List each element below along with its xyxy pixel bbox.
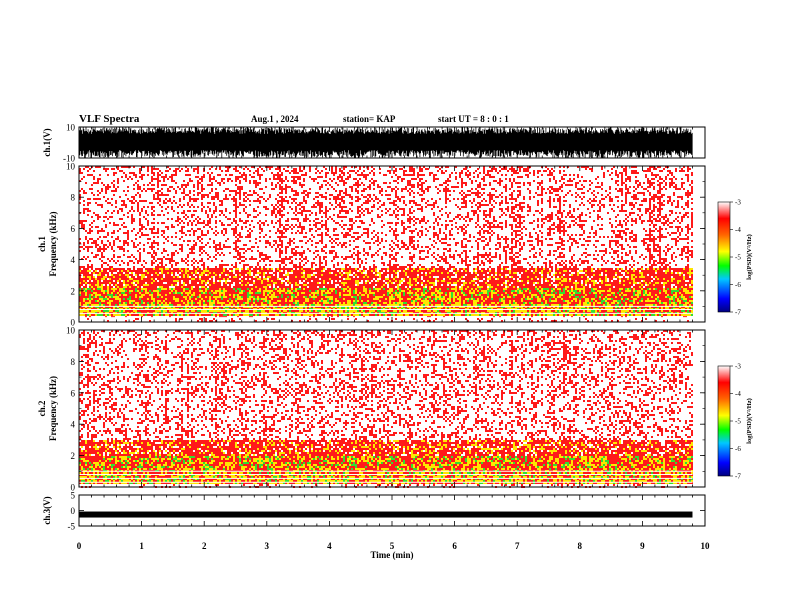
start-time-label: start UT = 8 : 0 : 1	[438, 114, 509, 124]
y-tick-label: 10	[66, 326, 76, 336]
x-tick-label: 8	[578, 541, 583, 551]
x-tick-label: 7	[515, 541, 520, 551]
y-tick-label: -5	[68, 522, 76, 532]
ch2-spectrogram-lines	[79, 470, 693, 483]
date-label: Aug.1 , 2024	[251, 114, 299, 124]
y-axis-label: ch.3(V)	[42, 496, 52, 524]
x-tick-label: 4	[327, 541, 332, 551]
colorbar-tick-label: -4	[735, 390, 741, 398]
y-tick-label: 10	[66, 162, 76, 172]
x-tick-label: 5	[390, 541, 395, 551]
colorbar-tick-label: -5	[735, 254, 741, 262]
colorbar-tick-label: -6	[735, 445, 741, 453]
station-label: station= KAP	[343, 114, 395, 124]
y-axis-label: Frequency (kHz)	[48, 211, 58, 276]
y-tick-label: 5	[71, 491, 76, 501]
x-axis-label: Time (min)	[370, 550, 413, 560]
colorbar-label: log(PSD)(V²/Hz)	[746, 398, 753, 444]
chart-title: VLF Spectra	[79, 113, 139, 125]
x-tick-label: 10	[701, 541, 711, 551]
x-tick-label: 0	[77, 541, 82, 551]
y-tick-label: 0	[71, 483, 76, 493]
x-tick-label: 6	[452, 541, 457, 551]
x-tick-label: 1	[139, 541, 144, 551]
y-tick-label: 2	[71, 451, 76, 461]
ch2-spectrogram-cells	[79, 330, 693, 488]
colorbar-tick-label: -3	[735, 363, 741, 371]
y-tick-label: 6	[71, 224, 76, 234]
y-tick-label: -10	[63, 154, 75, 164]
y-axis-label: ch.1(V)	[42, 128, 52, 156]
y-tick-label: 6	[71, 388, 76, 398]
colorbar-tick-label: -4	[735, 226, 741, 234]
ch1-waveform-series	[78, 127, 693, 158]
colorbar-1	[717, 201, 731, 313]
ch3-waveform-series	[79, 511, 693, 518]
y-tick-label: 0	[71, 506, 76, 516]
colorbar-tick-label: -7	[735, 473, 741, 481]
ch1-spectrogram-lines	[79, 305, 693, 318]
y-tick-label: 4	[71, 420, 76, 430]
colorbar-tick-label: -7	[735, 309, 741, 317]
x-tick-label: 2	[202, 541, 207, 551]
y-axis-label: ch.2	[37, 400, 47, 416]
y-axis-label: Frequency (kHz)	[48, 376, 58, 441]
colorbar-tick-label: -3	[735, 199, 741, 207]
colorbar-2	[717, 365, 731, 477]
x-tick-label: 9	[640, 541, 645, 551]
colorbar-tick-label: -6	[735, 281, 741, 289]
ch1-spectrogram-cells	[79, 166, 693, 322]
x-tick-label: 3	[265, 541, 270, 551]
y-tick-label: 2	[71, 286, 76, 296]
y-tick-label: 4	[71, 255, 76, 265]
y-tick-label: 10	[66, 123, 76, 133]
colorbar-tick-label: -5	[735, 418, 741, 426]
y-tick-label: 0	[71, 318, 76, 328]
y-tick-label: 8	[71, 357, 76, 367]
y-tick-label: 8	[71, 193, 76, 203]
y-axis-label: ch.1	[37, 236, 47, 252]
colorbar-label: log(PSD)(V²/Hz)	[746, 234, 753, 280]
data-layer	[78, 127, 693, 518]
